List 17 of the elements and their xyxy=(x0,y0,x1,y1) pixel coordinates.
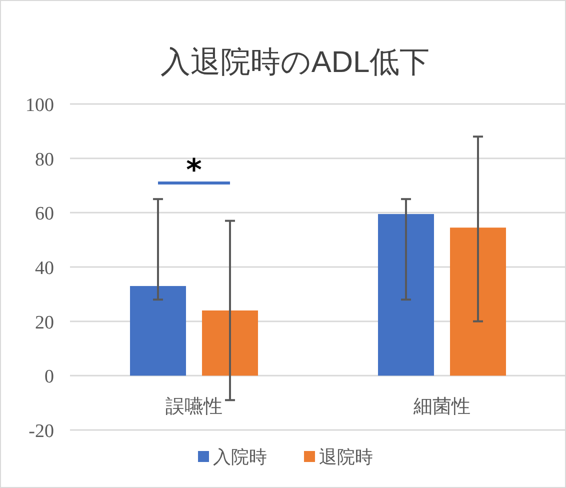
y-tick-label: -20 xyxy=(28,421,54,442)
legend-label: 退院時 xyxy=(319,447,373,467)
x-tick-label: 誤嚥性 xyxy=(166,396,222,418)
chart-title: 入退院時のADL低下 xyxy=(160,46,430,79)
y-tick-label: 0 xyxy=(44,366,54,388)
y-tick-label: 20 xyxy=(35,312,54,334)
y-tick-label: 80 xyxy=(35,149,54,170)
y-tick-label: 40 xyxy=(35,258,54,279)
legend-label: 入院時 xyxy=(213,447,267,467)
bar xyxy=(202,310,258,376)
bar xyxy=(450,228,506,376)
bar xyxy=(130,286,186,376)
annotation: * xyxy=(186,153,202,188)
y-tick-label: 60 xyxy=(35,204,54,225)
bar xyxy=(378,214,434,376)
x-tick-label: 細菌性 xyxy=(412,396,470,418)
y-tick-label: 100 xyxy=(26,95,54,116)
